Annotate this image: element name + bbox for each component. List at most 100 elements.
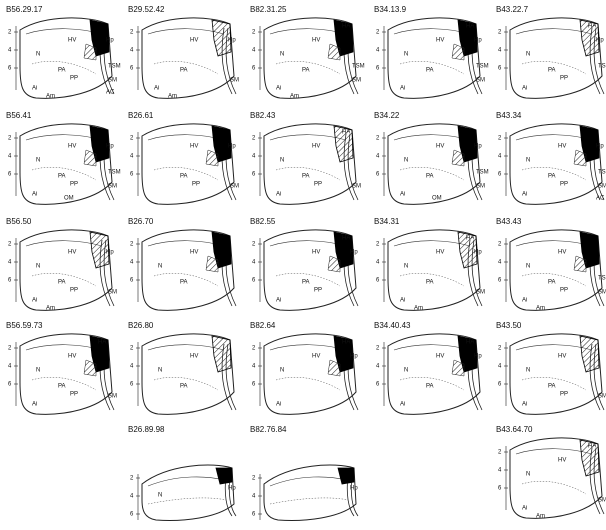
region-label: PA xyxy=(180,384,188,390)
panel-id: B56.59.73 xyxy=(6,321,43,330)
depth-tick-label: 2 xyxy=(252,476,256,482)
region-label: Ai xyxy=(32,402,37,408)
region-label: Hp xyxy=(596,144,604,150)
region-label: SM xyxy=(108,184,117,190)
region-label: TSM xyxy=(476,64,489,70)
region-label: Hp xyxy=(350,486,358,492)
region-label: HA xyxy=(466,24,474,30)
region-label: TSM xyxy=(352,64,365,70)
depth-tick-label: 2 xyxy=(130,476,134,482)
region-label: HA xyxy=(342,236,350,242)
region-label: PP xyxy=(560,182,568,188)
region-label: TSM xyxy=(598,276,606,282)
section-panel: B34.40.43246HAHVNHpPAAi xyxy=(374,321,482,414)
section-panel: B43.43246HVNPAPPTSMSMAiAm xyxy=(496,217,606,311)
region-label: Ai xyxy=(276,402,281,408)
depth-tick-label: 6 xyxy=(8,382,12,388)
region-label: PP xyxy=(70,76,78,82)
depth-tick-label: 4 xyxy=(376,260,380,266)
depth-tick-label: 6 xyxy=(252,172,256,178)
section-panel: B43.22.7246HANHpPAPPTSMAi xyxy=(496,5,606,98)
panel-id: B43.43 xyxy=(496,217,522,226)
depth-tick-label: 6 xyxy=(252,382,256,388)
region-label: N xyxy=(158,264,162,270)
depth-tick-label: 4 xyxy=(252,154,256,160)
region-label: Hp xyxy=(474,354,482,360)
depth-tick-label: 6 xyxy=(8,66,12,72)
region-label: N xyxy=(36,368,40,374)
region-label: PA xyxy=(548,384,556,390)
region-label: N xyxy=(404,158,408,164)
region-label: TSM xyxy=(108,64,121,70)
depth-tick-label: 6 xyxy=(8,278,12,284)
panel-id: B82.64 xyxy=(250,321,276,330)
panel-id: B34.13.9 xyxy=(374,5,407,14)
inner-boundary xyxy=(276,377,340,390)
region-label: N xyxy=(526,264,530,270)
depth-tick-label: 6 xyxy=(376,382,380,388)
ventricle-line xyxy=(148,477,224,486)
region-label: SM xyxy=(230,184,239,190)
depth-tick-label: 4 xyxy=(252,260,256,266)
lesion xyxy=(216,468,232,484)
region-label: AC xyxy=(596,196,605,202)
panel-id: B29.52.42 xyxy=(128,5,165,14)
lesion xyxy=(212,336,231,372)
region-label: SM xyxy=(476,290,485,296)
region-label: HV xyxy=(436,38,444,44)
panel-id: B43.64.70 xyxy=(496,425,533,434)
depth-tick-label: 6 xyxy=(252,278,256,284)
panel-id: B26.80 xyxy=(128,321,154,330)
region-label: N xyxy=(158,493,162,499)
region-label: HV xyxy=(436,354,444,360)
depth-tick-label: 6 xyxy=(252,66,256,72)
depth-tick-label: 2 xyxy=(130,346,134,352)
section-panel: B56.29.17246HVNHpPAPPTSMSMAiAmAC xyxy=(6,5,121,99)
depth-tick-label: 2 xyxy=(376,242,380,248)
region-label: Hp xyxy=(596,38,604,44)
depth-tick-label: 4 xyxy=(130,48,134,54)
region-label: PP xyxy=(314,182,322,188)
region-label: SM xyxy=(598,184,606,190)
region-label: HA xyxy=(342,130,350,136)
region-label: PA xyxy=(426,174,434,180)
region-label: N xyxy=(158,368,162,374)
depth-tick-label: 6 xyxy=(498,278,502,284)
depth-tick-label: 2 xyxy=(498,450,502,456)
depth-tick-label: 2 xyxy=(252,346,256,352)
region-label: HA xyxy=(466,236,474,242)
region-label: N xyxy=(36,52,40,58)
region-label: TSM xyxy=(598,170,606,176)
region-label: SM xyxy=(108,290,117,296)
depth-tick-label: 2 xyxy=(498,242,502,248)
region-label: Ai xyxy=(400,86,405,92)
section-panel: B56.41246HVNHpPAPPTSMSMAiOM xyxy=(6,111,121,204)
region-label: PP xyxy=(560,288,568,294)
region-label: N xyxy=(526,472,530,478)
depth-tick-label: 2 xyxy=(376,30,380,36)
region-label: PA xyxy=(426,384,434,390)
region-label: Ai xyxy=(32,86,37,92)
depth-tick-label: 4 xyxy=(252,364,256,370)
region-label: PA xyxy=(180,174,188,180)
depth-tick-label: 2 xyxy=(376,346,380,352)
region-label: N xyxy=(526,368,530,374)
region-label: PP xyxy=(70,182,78,188)
region-label: SM xyxy=(476,184,485,190)
region-label: TSM xyxy=(598,64,606,70)
region-label: HV xyxy=(436,144,444,150)
lesion xyxy=(580,336,599,372)
panel-id: B34.22 xyxy=(374,111,400,120)
inner-boundary xyxy=(148,498,226,504)
depth-tick-label: 6 xyxy=(498,172,502,178)
depth-tick-label: 2 xyxy=(252,30,256,36)
region-label: PA xyxy=(548,174,556,180)
region-label: Am xyxy=(46,306,55,312)
depth-tick-label: 2 xyxy=(8,242,12,248)
section-panel: B43.64.70246HAHVNSMAiAm xyxy=(496,425,606,519)
depth-tick-label: 6 xyxy=(130,66,134,72)
section-panel: B56.50246HVNHpPAPPSMAiAm xyxy=(6,217,117,311)
region-label: HV xyxy=(190,250,198,256)
